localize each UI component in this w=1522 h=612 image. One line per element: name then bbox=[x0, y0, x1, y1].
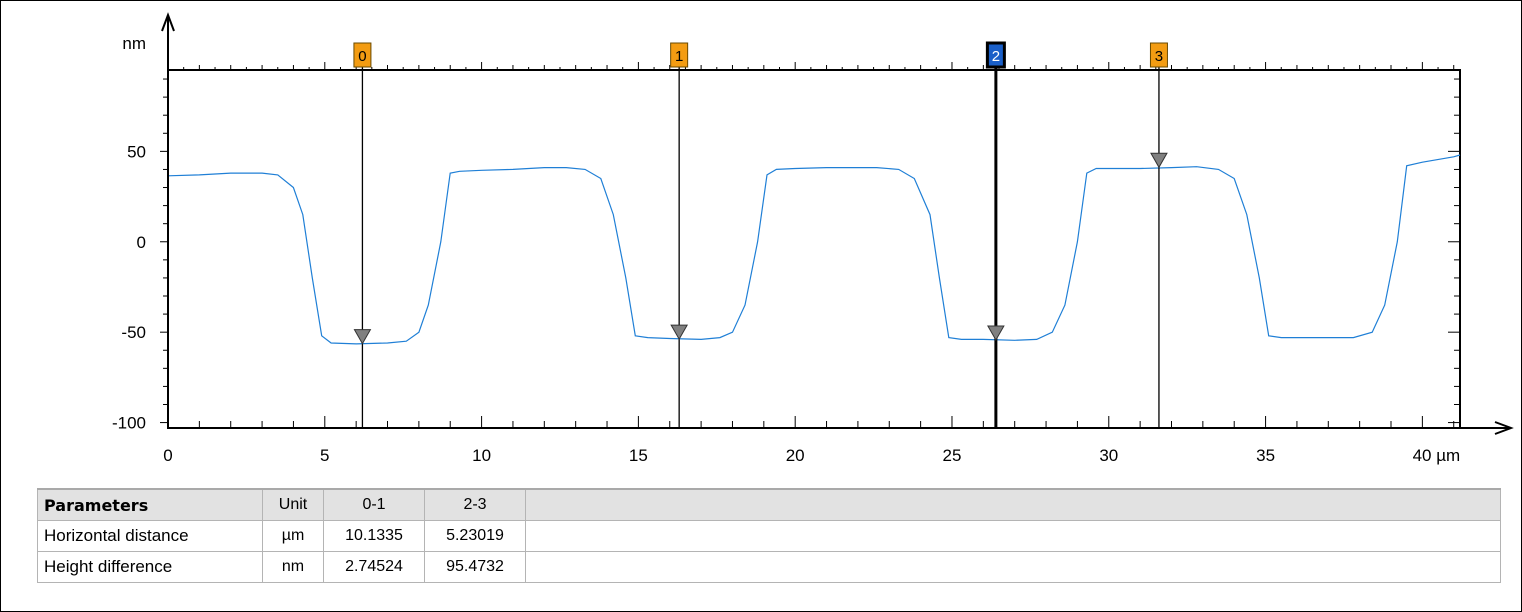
y-tick-label: -50 bbox=[121, 323, 146, 342]
profile-line bbox=[167, 154, 1461, 345]
series-layer bbox=[167, 154, 1461, 345]
table-row: Horizontal distance µm 10.1335 5.23019 bbox=[37, 520, 1501, 552]
cursor-2[interactable]: 2 bbox=[985, 41, 1006, 428]
x-tick-label: 20 bbox=[786, 446, 805, 465]
row-filler bbox=[525, 520, 1501, 552]
row-unit: nm bbox=[262, 551, 324, 583]
row-name: Horizontal distance bbox=[37, 520, 263, 552]
cursor-3[interactable]: 3 bbox=[1149, 42, 1168, 428]
cursor-0[interactable]: 0 bbox=[353, 42, 372, 428]
cursor-marker bbox=[987, 325, 1005, 341]
x-tick-label: 10 bbox=[472, 446, 491, 465]
cursor-flag-label: 3 bbox=[1155, 48, 1163, 65]
y-tick-label: 0 bbox=[137, 233, 146, 252]
profile-chart: 0 5 10 15 20 25 30 35 40 µm 50 0 -50 -100 nm 0 1 2 3 bbox=[112, 12, 1514, 465]
x-tick-label: 25 bbox=[943, 446, 962, 465]
cursor-flag-label: 1 bbox=[675, 48, 683, 65]
cursor-marker bbox=[1150, 152, 1168, 169]
header-0-1: 0-1 bbox=[323, 488, 425, 521]
header-filler bbox=[525, 488, 1501, 521]
x-tick-label: 15 bbox=[629, 446, 648, 465]
x-tick-label: 30 bbox=[1099, 446, 1118, 465]
header-parameters: Parameters bbox=[37, 488, 263, 521]
y-tick-label: 50 bbox=[127, 142, 146, 161]
x-tick-label: 0 bbox=[163, 446, 172, 465]
cursor-1[interactable]: 1 bbox=[670, 42, 689, 428]
cursor-flag bbox=[1149, 42, 1168, 68]
cursor-flag-label: 2 bbox=[992, 48, 1000, 65]
header-unit: Unit bbox=[262, 488, 324, 521]
axes-arrows-layer bbox=[161, 12, 1514, 435]
y-axis-arrow bbox=[161, 12, 175, 32]
cursor-flag bbox=[985, 41, 1006, 69]
x-axis-arrow bbox=[1494, 421, 1514, 435]
cursor-flag bbox=[353, 42, 372, 68]
cursors-layer[interactable]: 0 1 2 3 bbox=[353, 41, 1168, 428]
row-value-0-1: 10.1335 bbox=[323, 520, 425, 552]
cursor-marker bbox=[353, 329, 372, 345]
table-row: Height difference nm 2.74524 95.4732 bbox=[37, 551, 1501, 583]
header-2-3: 2-3 bbox=[424, 488, 526, 521]
row-unit: µm bbox=[262, 520, 324, 552]
cursor-flag-label: 0 bbox=[358, 48, 366, 65]
row-name: Height difference bbox=[37, 551, 263, 583]
axis-ticks-layer bbox=[160, 62, 1460, 428]
row-filler bbox=[525, 551, 1501, 583]
x-tick-label: 35 bbox=[1256, 446, 1275, 465]
row-value-2-3: 95.4732 bbox=[424, 551, 526, 583]
row-value-0-1: 2.74524 bbox=[323, 551, 425, 583]
cursor-marker bbox=[670, 324, 689, 341]
parameters-table: Parameters Unit 0-1 2-3 Horizontal dista… bbox=[37, 488, 1501, 583]
y-unit-label: nm bbox=[122, 34, 146, 53]
x-tick-label: 5 bbox=[320, 446, 329, 465]
table-header-row: Parameters Unit 0-1 2-3 bbox=[37, 488, 1501, 521]
row-value-2-3: 5.23019 bbox=[424, 520, 526, 552]
y-tick-label: -100 bbox=[112, 414, 146, 433]
cursor-flag bbox=[670, 42, 689, 68]
x-tick-label: 40 µm bbox=[1413, 446, 1461, 465]
